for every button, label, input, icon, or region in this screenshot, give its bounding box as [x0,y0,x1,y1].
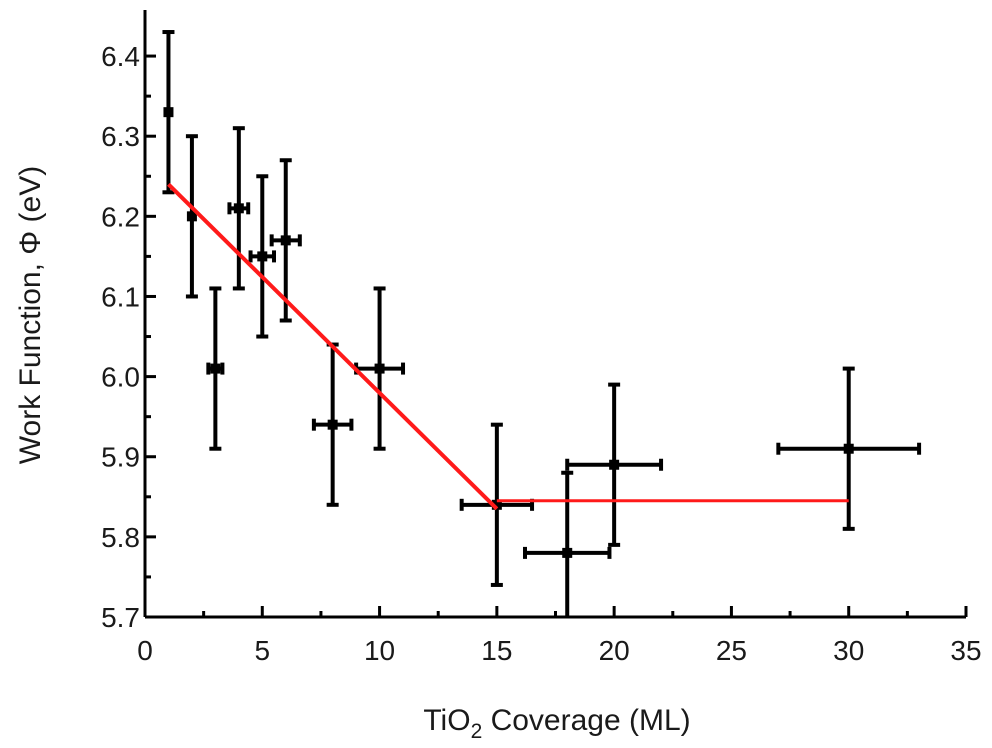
x-axis-title-main: TiO [423,704,470,737]
x-tick-label: 5 [254,635,270,666]
data-point [354,286,406,451]
data-points [162,30,922,617]
data-point [776,366,922,531]
data-marker [257,251,268,262]
x-axis-title: TiO2 Coverage (ML) [423,704,690,743]
data-point [523,470,612,617]
data-point [185,134,198,299]
ticks: 0 5 10 15 20 25 30 35 5.7 5.8 5.9 6.0 6.1 6.2 6.3 6.4 [101,41,982,666]
data-point [269,158,302,323]
y-tick-label: 6.1 [101,281,140,312]
data-marker [163,107,174,118]
data-marker [374,363,385,374]
y-tick-label: 6.3 [101,121,140,152]
x-axis-title-subscript: 2 [471,720,483,743]
data-marker [327,419,338,430]
y-tick-label: 6.4 [101,41,140,72]
axes [143,10,966,619]
y-axis-title: Work Function, Φ (eV) [14,166,47,464]
y-tick-label: 5.9 [101,442,140,473]
y-tick-label: 5.7 [101,602,140,633]
data-marker [210,363,221,374]
y-tick-label: 6.0 [101,362,140,393]
data-marker [233,203,244,214]
data-point [248,174,277,339]
fit-lines [167,182,849,511]
data-point [311,342,354,507]
data-marker [186,211,197,222]
y-tick-label: 5.8 [101,522,140,553]
data-point [227,126,251,291]
x-tick-label: 25 [716,635,747,666]
data-marker [609,459,620,470]
fit-line [167,182,499,511]
data-point [162,30,175,195]
data-marker [280,235,291,246]
data-point [206,286,225,451]
x-axis-title-rest: Coverage (ML) [482,704,690,737]
y-tick-label: 6.2 [101,201,140,232]
x-tick-label: 15 [481,635,512,666]
data-point [565,382,664,547]
data-marker [843,443,854,454]
x-tick-label: 35 [950,635,981,666]
x-tick-label: 10 [364,635,395,666]
x-tick-label: 20 [599,635,630,666]
x-tick-label: 0 [137,635,153,666]
x-tick-label: 30 [833,635,864,666]
data-point [459,422,535,587]
data-marker [491,499,502,510]
data-marker [562,547,573,558]
